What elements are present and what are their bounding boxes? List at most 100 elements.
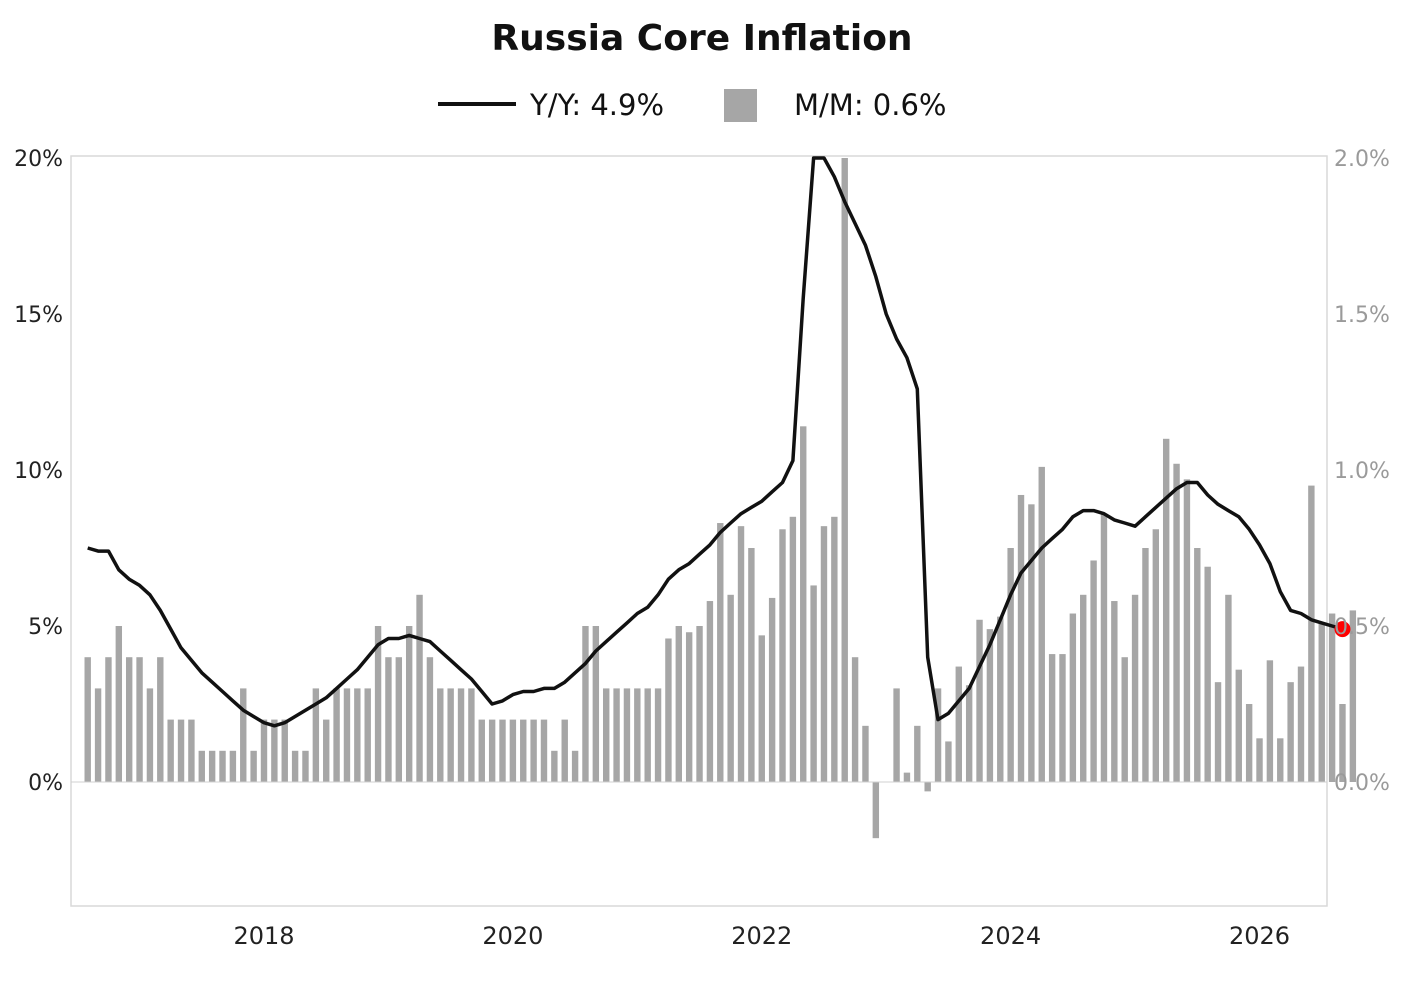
- mm-bar: [644, 688, 651, 782]
- mm-bar: [167, 719, 174, 782]
- mm-bar: [1225, 594, 1232, 782]
- mm-bar: [208, 750, 216, 782]
- mm-bar: [1235, 669, 1242, 782]
- mm-bar: [613, 688, 620, 782]
- mm-bar: [1256, 738, 1263, 782]
- mm-bar: [437, 688, 444, 782]
- mm-bar: [955, 666, 962, 782]
- mm-bar: [530, 719, 537, 782]
- mm-bar: [1183, 479, 1191, 782]
- mm-bar: [219, 750, 226, 782]
- mm-bar: [416, 594, 423, 782]
- mm-bar: [405, 626, 413, 782]
- mm-bar: [488, 719, 496, 782]
- mm-bar: [872, 782, 880, 839]
- mm-bar: [1204, 566, 1211, 782]
- mm-bar: [426, 657, 434, 782]
- left-tick-label: 5%: [28, 615, 63, 640]
- mm-bar: [312, 688, 320, 782]
- mm-bar: [603, 688, 610, 782]
- x-tick-label: 2022: [731, 922, 792, 950]
- mm-bar: [1245, 704, 1253, 782]
- mm-bar: [789, 516, 797, 782]
- mm-bar: [302, 750, 309, 782]
- mm-bar: [1059, 654, 1066, 782]
- mm-bar: [1297, 666, 1305, 782]
- mm-bar: [478, 719, 485, 782]
- mm-bar: [1048, 654, 1056, 782]
- mm-bar: [1131, 594, 1139, 782]
- mm-bar: [457, 688, 465, 782]
- mm-bar: [136, 657, 143, 782]
- mm-bar: [737, 526, 745, 782]
- mm-bar: [468, 688, 475, 782]
- mm-bar: [105, 657, 112, 782]
- mm-bar: [561, 719, 568, 782]
- mm-bar: [820, 526, 828, 782]
- mm-bar: [509, 719, 517, 782]
- mm-bar: [1214, 682, 1222, 782]
- mm-bar: [851, 657, 859, 782]
- mm-bar: [986, 629, 994, 782]
- mm-bar: [685, 632, 693, 782]
- mm-bar: [654, 688, 662, 782]
- mm-bar: [706, 601, 714, 782]
- mm-bar: [1152, 529, 1160, 782]
- bars-group: [84, 158, 1357, 839]
- mm-bar: [84, 657, 91, 782]
- mm-bar: [914, 725, 921, 782]
- mm-bar: [281, 719, 288, 782]
- mm-bar: [323, 719, 330, 782]
- mm-bar: [779, 529, 786, 782]
- mm-bar: [1349, 610, 1357, 782]
- mm-bar: [582, 626, 589, 782]
- mm-bar: [240, 688, 247, 782]
- mm-bar: [157, 657, 164, 782]
- mm-bar: [260, 719, 268, 782]
- mm-bar: [291, 750, 299, 782]
- mm-bar: [675, 626, 682, 782]
- mm-bar: [1277, 738, 1284, 782]
- left-tick-label: 20%: [14, 147, 63, 172]
- mm-bar: [343, 688, 351, 782]
- mm-bar: [634, 688, 641, 782]
- right-tick-label: 0.0%: [1334, 771, 1390, 796]
- yy-line: [87, 156, 1343, 728]
- mm-bar: [385, 657, 392, 782]
- mm-bar: [831, 516, 838, 782]
- mm-bar: [1339, 704, 1346, 782]
- right-tick-label: 0.5%: [1334, 615, 1390, 640]
- mm-bar: [1173, 463, 1180, 782]
- mm-bar: [447, 688, 454, 782]
- mm-bar: [1028, 504, 1035, 782]
- mm-bar: [800, 426, 807, 782]
- mm-bar: [1100, 513, 1108, 782]
- mm-bar: [758, 635, 765, 782]
- mm-bar: [551, 750, 558, 782]
- mm-bar: [125, 657, 133, 782]
- mm-bar: [1328, 613, 1336, 782]
- mm-bar: [94, 688, 102, 782]
- mm-bar: [540, 719, 548, 782]
- legend-bar-label: M/M: 0.6%: [794, 88, 946, 122]
- mm-bar: [1308, 485, 1315, 782]
- mm-bar: [364, 688, 371, 782]
- mm-bar: [717, 523, 724, 782]
- mm-bar: [1194, 548, 1201, 782]
- mm-bar: [696, 626, 703, 782]
- yy-latest-point: [1334, 621, 1351, 638]
- mm-bar: [1318, 622, 1325, 782]
- mm-bar: [1007, 548, 1014, 782]
- mm-bar: [727, 594, 734, 782]
- mm-bar: [924, 782, 931, 792]
- plot-frame: [70, 155, 1328, 907]
- left-tick-label: 0%: [28, 771, 63, 796]
- mm-bar: [229, 750, 237, 782]
- mm-bar: [893, 688, 900, 782]
- mm-bar: [810, 585, 817, 782]
- mm-bar: [1266, 660, 1274, 782]
- mm-bar: [520, 719, 527, 782]
- x-axis-ticks: 2018 2020 2022 2024 2026: [233, 922, 1290, 950]
